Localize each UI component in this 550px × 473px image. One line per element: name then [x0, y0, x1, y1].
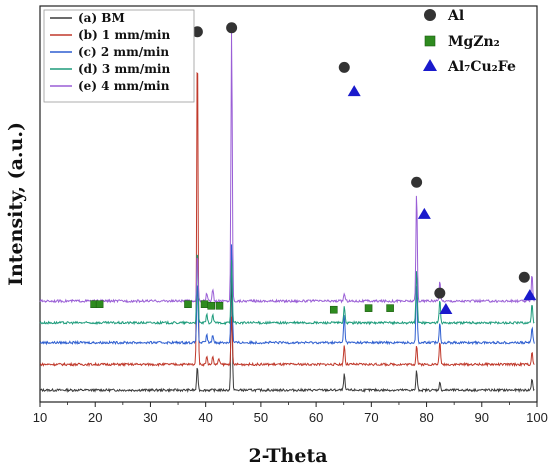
legend-label-5: (e) 4 mm/min: [78, 79, 170, 93]
phase-legend: Al MgZn₂ Al₇Cu₂Fe: [423, 8, 516, 75]
series-legend: (a) BM (b) 1 mm/min (c) 2 mm/min (d) 3 mm/m…: [43, 9, 195, 103]
phase-legend-mgzn2-symbol: [424, 35, 436, 47]
al-peak-marker: [434, 287, 446, 299]
legend-label-1: (a) BM: [78, 11, 125, 25]
al7cu2fe-peak-marker: [347, 85, 361, 97]
series-line-3: [39, 244, 535, 346]
series-line-4: [39, 254, 535, 326]
legend-label-3: (c) 2 mm/min: [78, 45, 169, 59]
phase-marker-layer: [90, 22, 537, 314]
x-tick-label: 50: [254, 410, 268, 425]
al-peak-marker: [226, 22, 238, 34]
phase-legend-al7cu2fe-symbol: [423, 59, 437, 71]
al7cu2fe-peak-marker: [417, 207, 431, 219]
x-tick-label: 70: [364, 410, 378, 425]
mgzn2-peak-marker: [329, 305, 338, 314]
x-tick-label: 100: [526, 410, 548, 425]
x-tick-label: 90: [475, 410, 489, 425]
x-tick-label: 80: [419, 410, 433, 425]
legend-label-2: (b) 1 mm/min: [78, 28, 170, 42]
phase-legend-label-3: Al₇Cu₂Fe: [447, 59, 516, 75]
mgzn2-peak-marker: [207, 301, 215, 310]
x-tick-label: 20: [88, 410, 102, 425]
mgzn2-peak-marker: [364, 304, 373, 312]
al-peak-marker: [338, 61, 350, 73]
al-peak-marker: [518, 271, 530, 283]
legend-label-4: (d) 3 mm/min: [78, 62, 170, 76]
mgzn2-peak-marker: [386, 304, 394, 312]
x-tick-label: 60: [309, 410, 323, 425]
x-axis-title: 2-Theta: [248, 445, 327, 467]
x-tick-label: 40: [198, 410, 212, 425]
mgzn2-peak-marker: [200, 300, 209, 308]
al7cu2fe-peak-marker: [439, 302, 453, 314]
x-tick-layer: 10 20 30 40 50 60 70 80 90 100: [33, 402, 548, 425]
al-peak-marker: [191, 26, 203, 38]
phase-legend-label-1: Al: [447, 8, 464, 24]
x-tick-label: 30: [143, 410, 157, 425]
series-layer: [39, 31, 535, 394]
al-peak-marker: [411, 176, 423, 188]
phase-legend-al-symbol: [424, 9, 436, 21]
mgzn2-peak-marker: [95, 300, 104, 308]
al7cu2fe-peak-marker: [523, 289, 537, 301]
series-line-5: [39, 31, 535, 304]
x-tick-label: 10: [33, 410, 47, 425]
series-line-1: [39, 260, 535, 394]
mgzn2-peak-marker: [215, 301, 224, 310]
phase-legend-label-2: MgZn₂: [448, 34, 500, 50]
y-axis-title: Intensity, (a.u.): [5, 122, 27, 286]
series-line-2: [39, 71, 535, 368]
mgzn2-peak-marker: [184, 300, 192, 308]
